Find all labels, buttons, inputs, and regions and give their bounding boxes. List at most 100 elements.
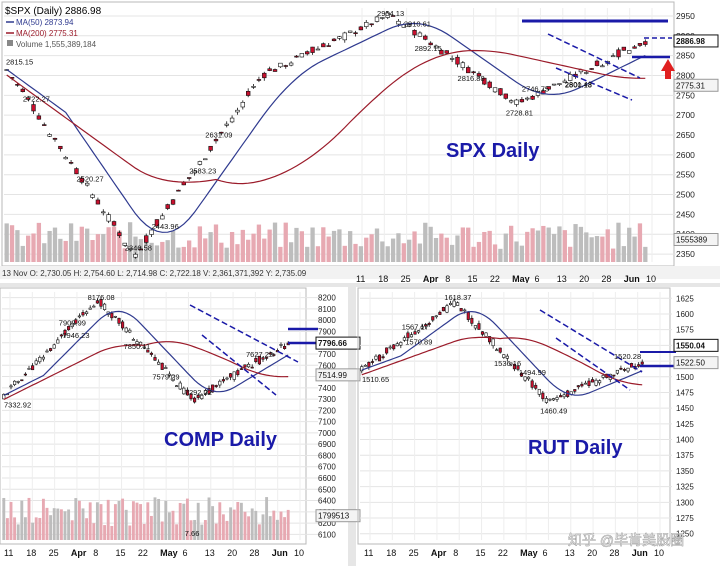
comp-x-tick-label: May <box>160 548 178 558</box>
comp-candle <box>178 382 182 390</box>
rut-candle <box>551 398 556 401</box>
rut-y-tick-label: 1575 <box>676 326 694 335</box>
rut-candle <box>587 380 591 387</box>
spx-volume-bar <box>229 231 235 262</box>
comp-candle <box>117 317 121 324</box>
comp-candle <box>268 352 272 355</box>
rut-x-tick-label: 13 <box>565 548 575 558</box>
spx-candle <box>79 177 84 183</box>
comp-candle <box>34 360 38 365</box>
comp-candle <box>149 352 153 355</box>
spx-candle <box>58 145 63 150</box>
rut-channel-lower <box>555 337 631 391</box>
spx-volume-bar <box>471 246 476 262</box>
comp-plot-frame <box>0 287 307 545</box>
comp-volume-bar <box>149 515 153 540</box>
rut-y-tick-label: 1325 <box>676 483 694 492</box>
spx-volume-bar <box>460 227 465 262</box>
spx-candle <box>423 35 428 40</box>
rut-candle <box>417 330 421 333</box>
spx-candle <box>347 30 353 33</box>
comp-x-tick-label: 6 <box>182 548 187 558</box>
spx-volume-bar <box>503 233 508 262</box>
comp-candle <box>250 366 254 369</box>
comp-candle <box>85 311 89 314</box>
spx-candle <box>584 72 589 74</box>
spx-volume-bar <box>562 230 567 262</box>
rut-candle <box>363 364 367 367</box>
spx-candle <box>74 168 79 175</box>
spx-candle <box>492 87 498 93</box>
rut-candle <box>477 323 481 330</box>
spx-volume-bar <box>455 235 460 262</box>
rut-y-tick-label: 1350 <box>676 467 694 476</box>
comp-price-boxes: 7796.66 7514.99 1799513 <box>315 336 361 523</box>
spx-volume-bar <box>621 246 626 262</box>
rut-candle <box>640 361 644 365</box>
rut-price-box-label: 1522.50 <box>676 359 705 368</box>
spx-volume-bar <box>208 232 213 262</box>
rut-candle <box>470 317 474 324</box>
rut-candle <box>598 380 602 384</box>
spx-annotation-label: 2954.13 <box>377 9 404 18</box>
comp-volume-bar <box>211 506 215 540</box>
comp-volume-bar <box>95 502 99 540</box>
spx-annotation-label: 2816.88 <box>458 74 485 83</box>
spx-candle <box>305 51 310 55</box>
spx-candle <box>208 145 213 151</box>
spx-volume-bar <box>407 239 412 262</box>
comp-volume-bar <box>142 523 146 540</box>
spx-volume-bar <box>299 231 304 262</box>
spx-volume-bar <box>423 222 428 262</box>
comp-annotation-label: 7850.11 <box>124 342 151 351</box>
comp-volume-bar <box>236 501 240 540</box>
comp-price-box <box>315 368 361 382</box>
rut-x-tick-label: 10 <box>654 548 664 558</box>
spx-volume-bar <box>47 230 52 262</box>
spx-volume-bar <box>240 229 245 262</box>
comp-annotation-label: 7909.99 <box>59 318 86 327</box>
comp-volume-bar <box>261 514 265 540</box>
spx-volume-bar <box>138 239 143 262</box>
spx-volume-bar <box>101 234 106 262</box>
spx-candle <box>455 56 460 65</box>
comp-candle <box>225 377 229 380</box>
spx-volume-bar <box>589 237 594 262</box>
spx-volume-bar <box>643 246 648 262</box>
spx-volume-bar <box>26 235 31 262</box>
spx-candle <box>229 117 235 123</box>
spx-volume-bar <box>133 236 138 262</box>
rut-candle <box>527 376 531 380</box>
rut-candle <box>370 361 374 363</box>
spx-candle <box>154 219 160 227</box>
spx-y-tick-label: 2800 <box>676 70 695 80</box>
rut-candle <box>402 337 406 341</box>
spx-up-arrow-icon <box>661 59 675 71</box>
comp-volume-bar <box>265 497 269 540</box>
comp-x-tick-label: 28 <box>249 548 259 558</box>
comp-candle <box>279 344 283 346</box>
spx-volume-bar <box>428 226 433 262</box>
comp-volume-bar <box>92 523 96 540</box>
comp-y-tick-label: 7700 <box>318 350 336 359</box>
rut-x-tick-label: 15 <box>476 548 486 558</box>
spx-candle <box>508 100 514 103</box>
spx-volume-bar <box>439 233 444 262</box>
comp-volume-bar <box>103 525 107 540</box>
spx-annotation-label: 2746.75 <box>522 85 549 94</box>
spx-volume-bar <box>509 225 514 262</box>
spx-volume-bar <box>535 230 541 262</box>
comp-candle <box>257 355 261 365</box>
comp-candle <box>185 389 189 396</box>
spx-candle <box>449 58 455 60</box>
comp-x-tick-label: 15 <box>116 548 126 558</box>
comp-candle <box>121 321 125 329</box>
comp-candle <box>214 385 218 387</box>
comp-candle <box>157 361 161 365</box>
spx-candle <box>380 17 385 19</box>
rut-candle <box>594 379 598 386</box>
spx-candle <box>20 88 25 92</box>
comp-volume-bar <box>34 517 38 540</box>
spx-candle <box>412 29 417 36</box>
spx-candle <box>186 177 192 179</box>
